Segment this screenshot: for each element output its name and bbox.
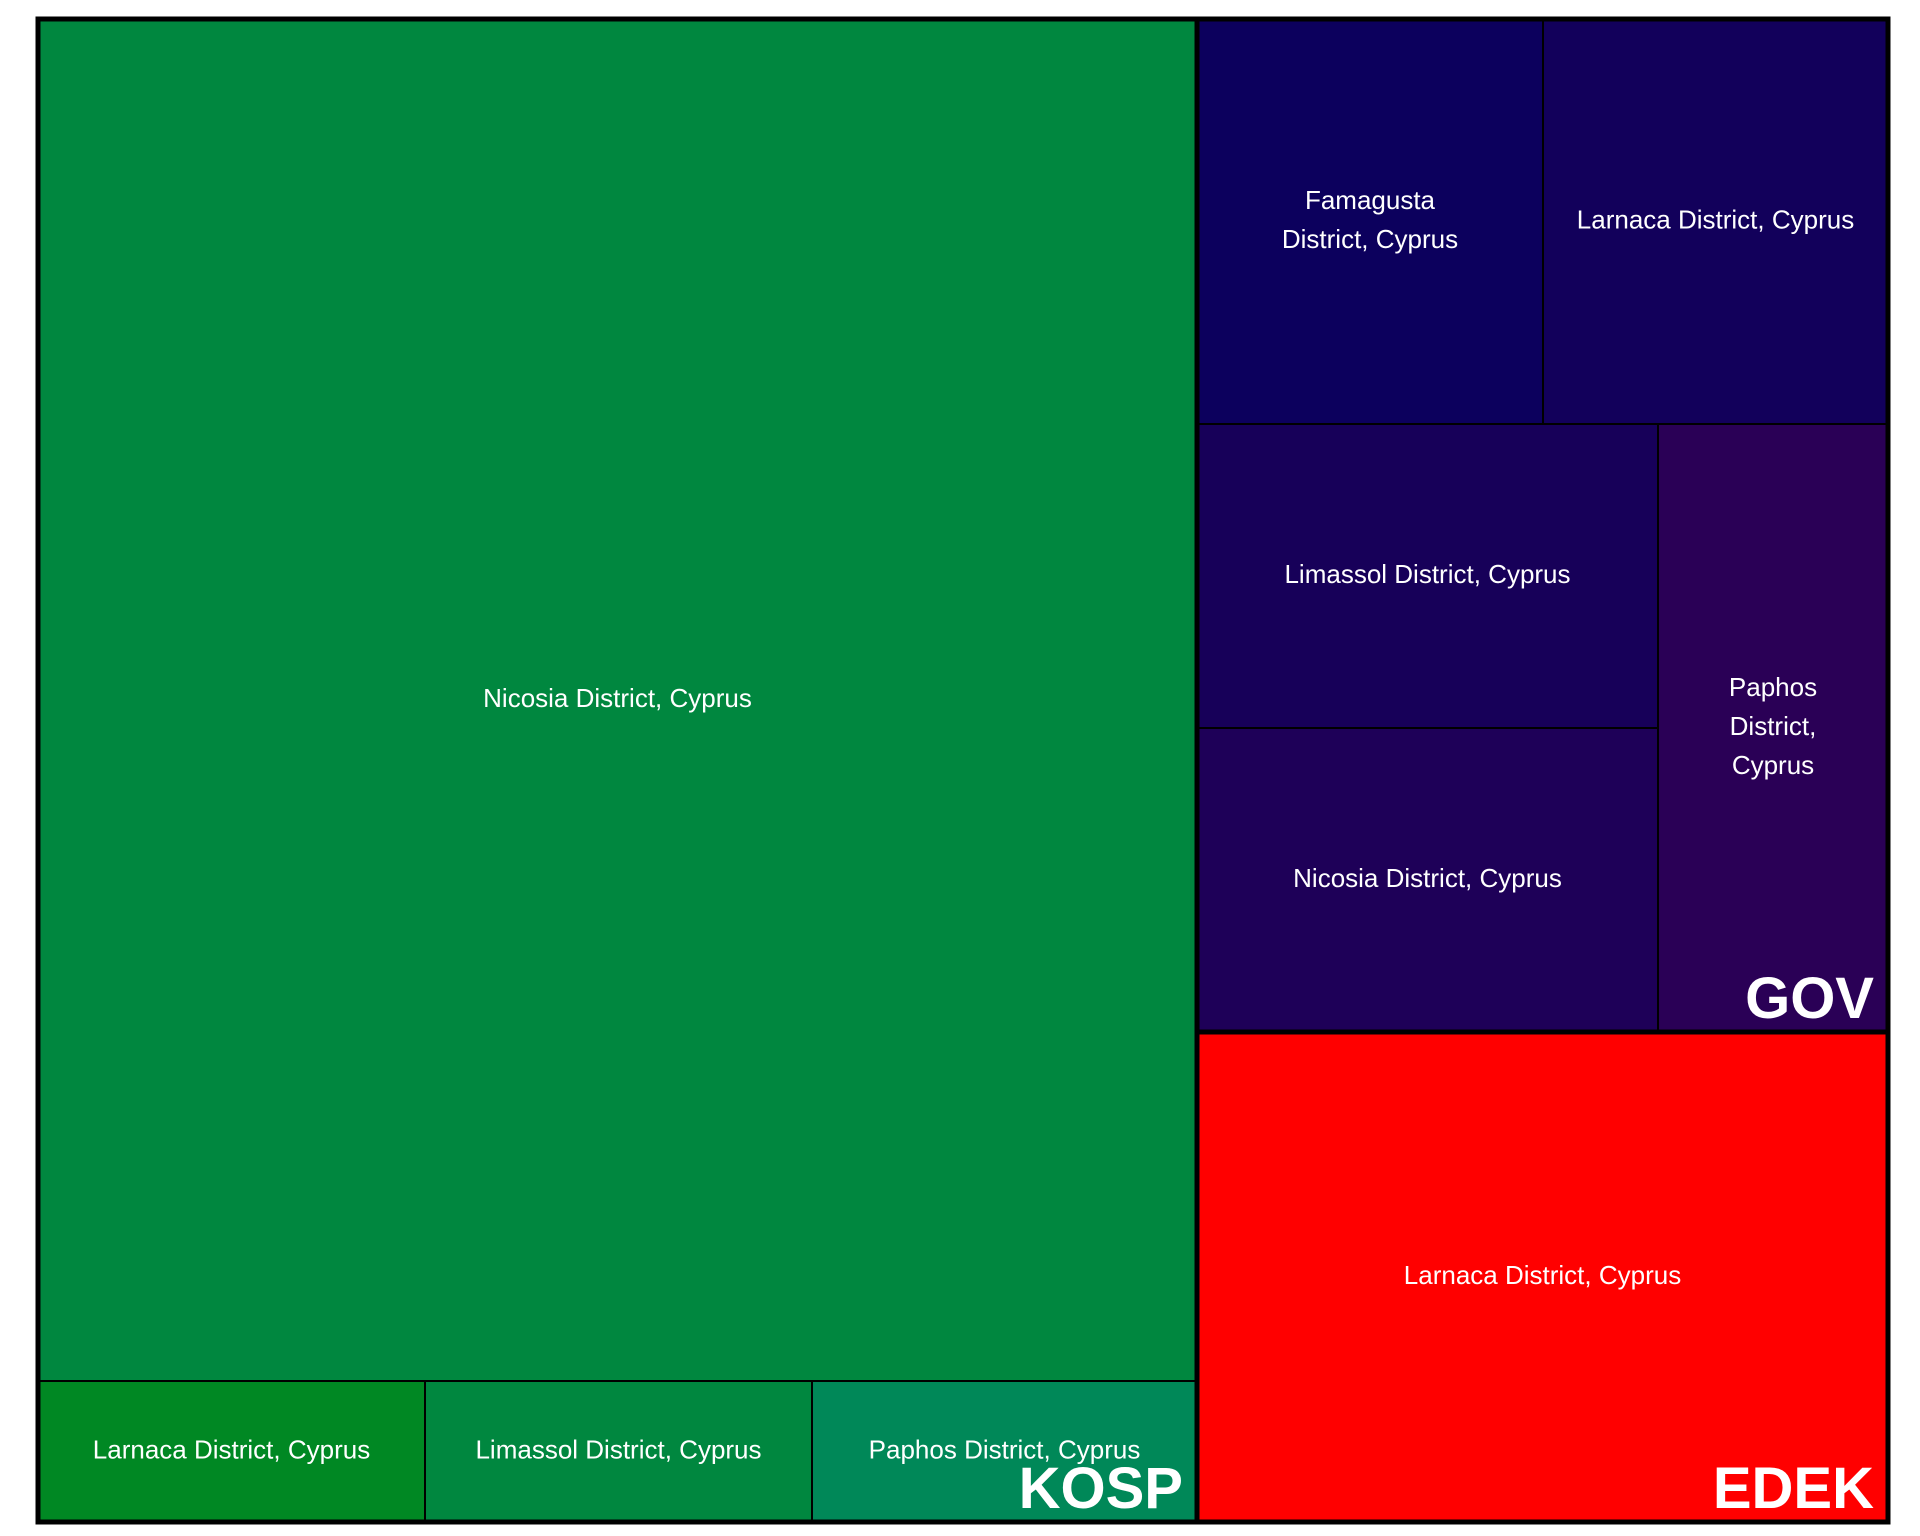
treemap-group-borders [35, 16, 1891, 1525]
tile-kosp-larnaca-district-cyprus [37, 1380, 426, 1523]
tile-label-gov-nicosia-district-cyprus: Nicosia District, Cyprus [1293, 863, 1562, 893]
tile-label-kosp-paphos-district-cyprus: Paphos District, Cyprus [869, 1434, 1141, 1464]
tile-label-edek-larnaca-district-cyprus: Larnaca District, Cyprus [1404, 1260, 1681, 1290]
group-label-gov: GOV [1745, 966, 1874, 1031]
tile-label-gov-famagusta-district-cyprus: Famagusta District, Cyprus [1282, 185, 1458, 254]
tile-gov-nicosia-district-cyprus [1196, 727, 1659, 1033]
tile-gov-paphos-district-cyprus [1657, 423, 1889, 1033]
tile-gov-limassol-district-cyprus [1196, 423, 1659, 729]
tile-label-gov-limassol-district-cyprus: Limassol District, Cyprus [1284, 559, 1570, 589]
group-label-kosp: KOSP [1019, 1456, 1183, 1521]
tile-label-kosp-larnaca-district-cyprus: Larnaca District, Cyprus [93, 1434, 370, 1464]
tile-label-kosp-nicosia-district-cyprus: Nicosia District, Cyprus [483, 683, 752, 713]
treemap-tiles: Nicosia District, Cyprus Larnaca District… [37, 18, 1889, 1523]
tile-label-gov-paphos-district-cyprus: Paphos District, Cyprus [1729, 672, 1817, 780]
treemap-frame [35, 16, 1891, 1525]
tile-kosp-paphos-district-cyprus [811, 1380, 1198, 1523]
tile-label-kosp-limassol-district-cyprus: Limassol District, Cyprus [475, 1434, 761, 1464]
tile-kosp-limassol-district-cyprus [424, 1380, 813, 1523]
tile-gov-famagusta-district-cyprus [1196, 18, 1544, 425]
tile-label-gov-larnaca-district-cyprus: Larnaca District, Cyprus [1577, 204, 1854, 234]
tile-kosp-nicosia-district-cyprus [37, 18, 1198, 1382]
group-label-edek: EDEK [1713, 1456, 1874, 1521]
treemap-group-labels: KOSP GOV EDEK [1019, 966, 1875, 1521]
